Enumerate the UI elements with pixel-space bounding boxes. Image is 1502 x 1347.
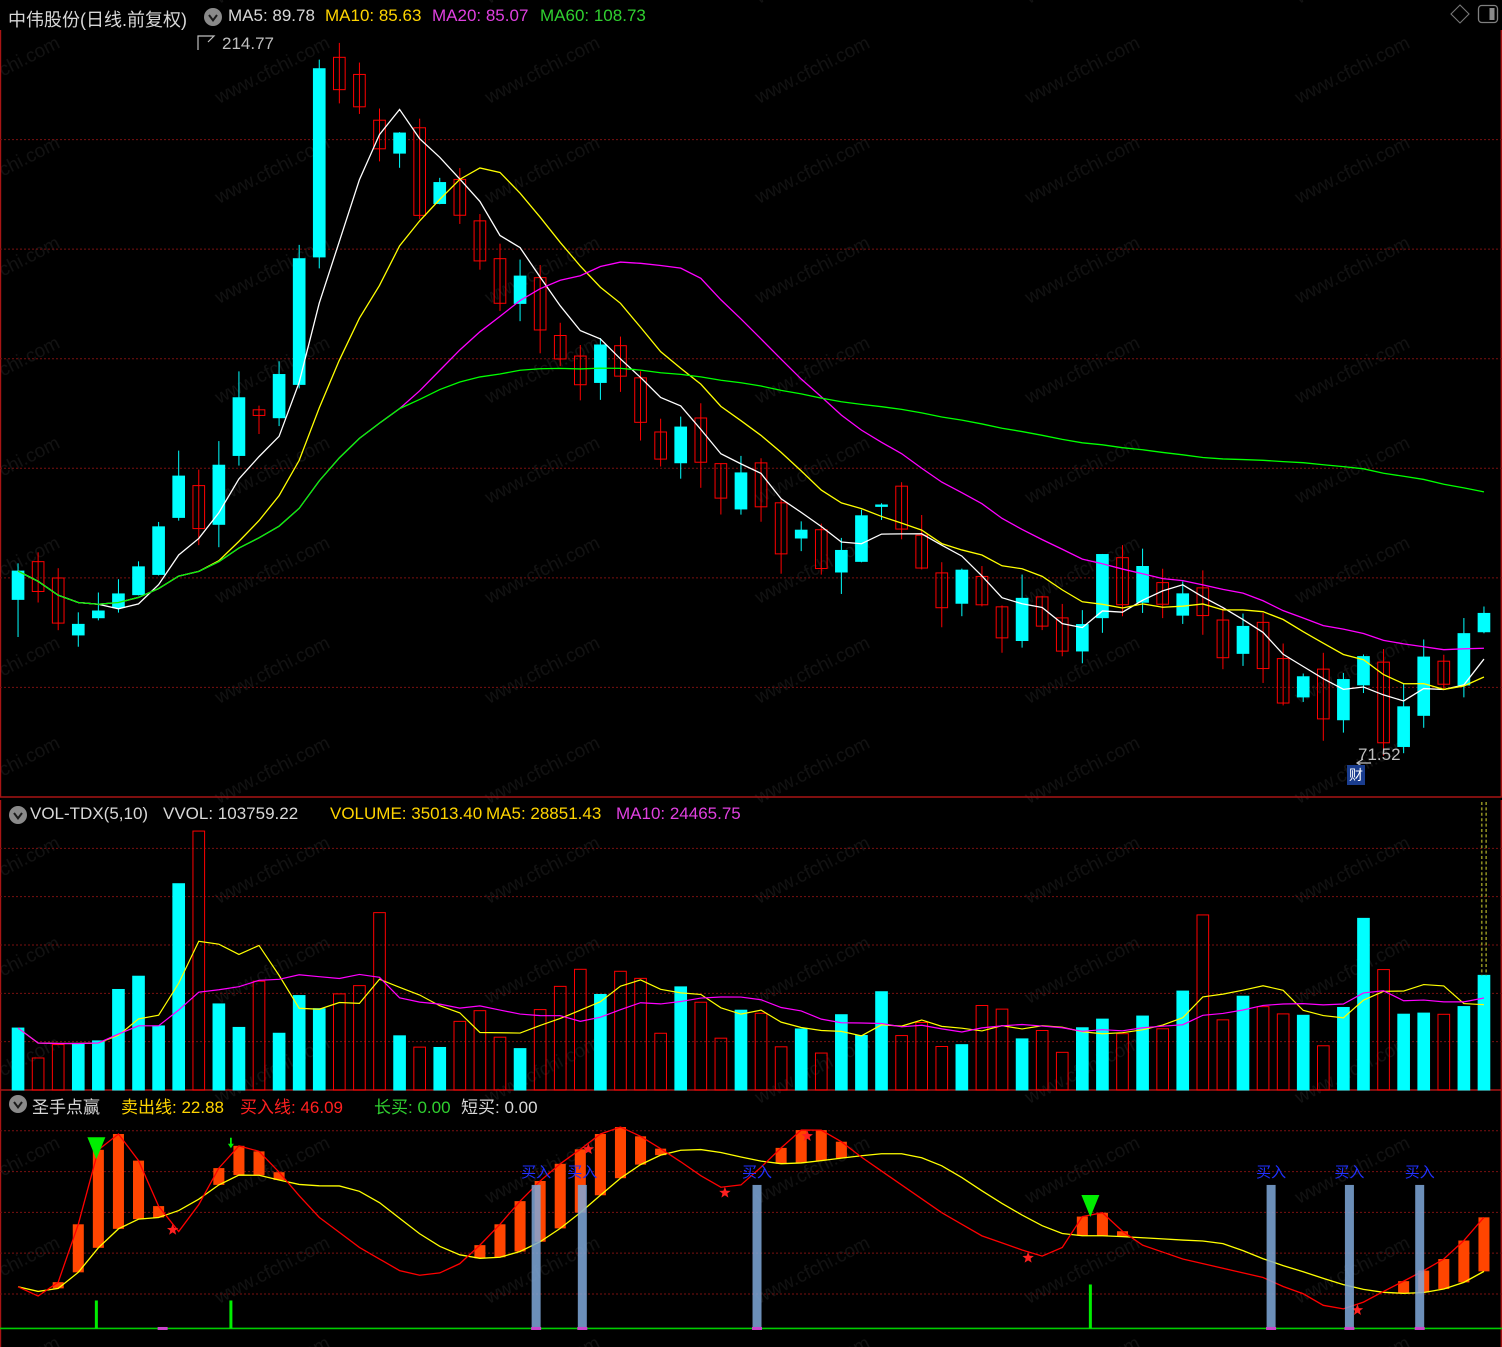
svg-text:买入: 买入	[567, 1164, 597, 1181]
svg-text:买入: 买入	[742, 1164, 772, 1181]
svg-text:买入: 买入	[1405, 1164, 1435, 1181]
svg-text:买入: 买入	[1256, 1164, 1286, 1181]
svg-text:买入: 买入	[1334, 1164, 1364, 1181]
svg-text:买入: 买入	[521, 1164, 551, 1181]
